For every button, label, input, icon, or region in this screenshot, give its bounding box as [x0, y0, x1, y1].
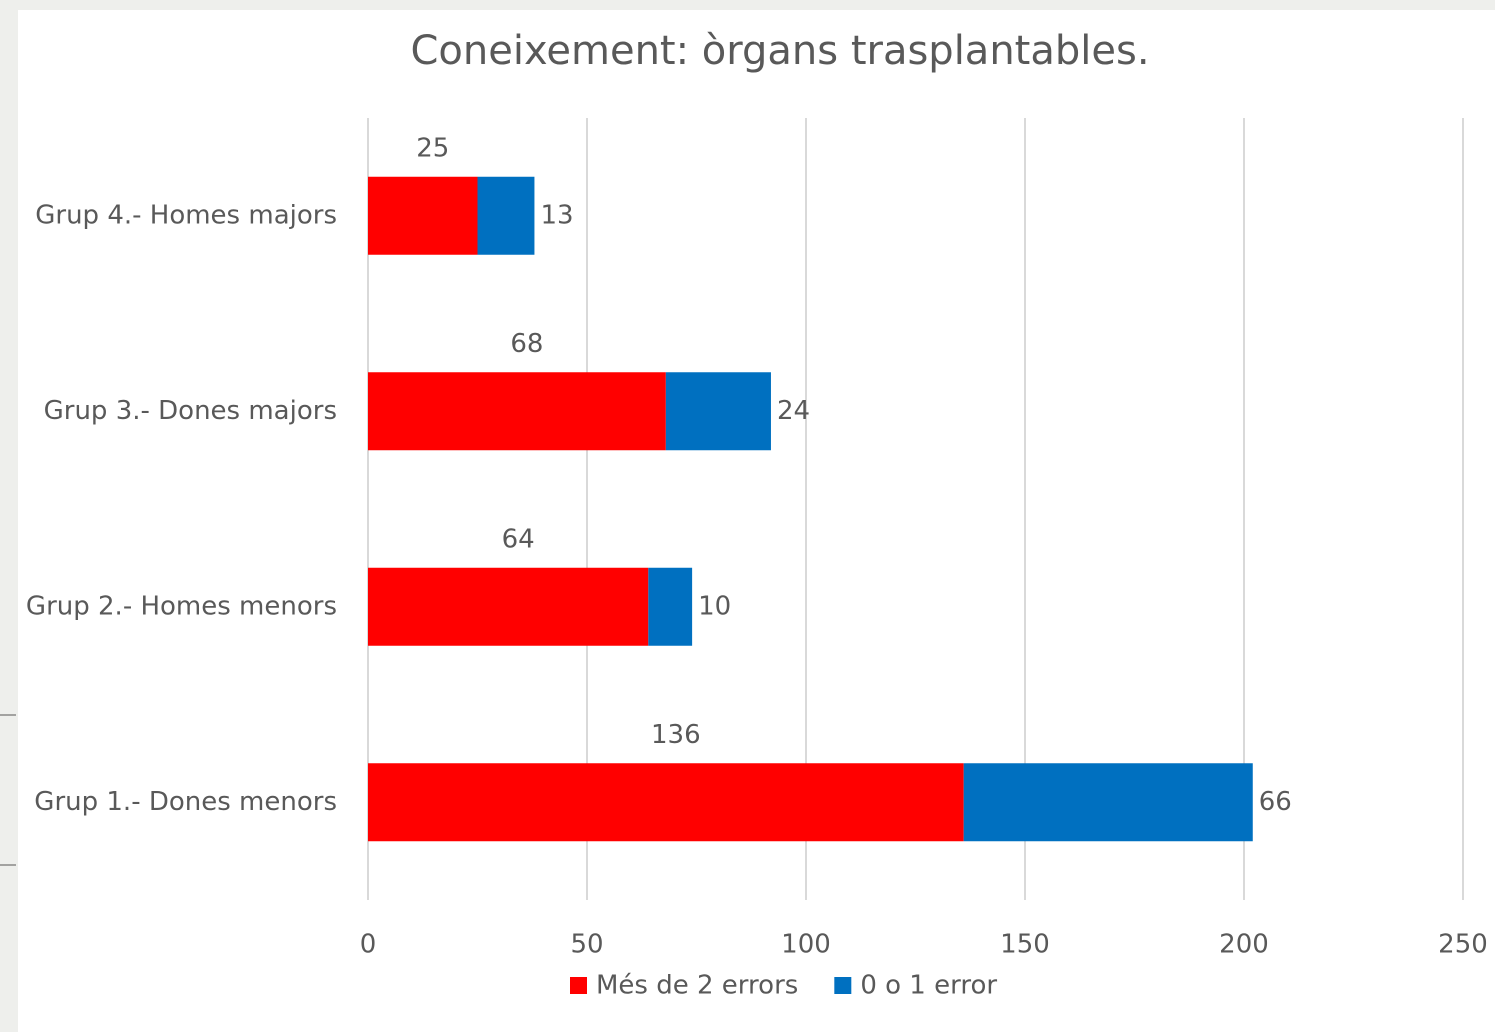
data-label: 24	[777, 396, 810, 426]
y-tick-label: Grup 4.- Homes majors	[35, 200, 337, 230]
data-label: 64	[502, 524, 535, 554]
bar-segment	[665, 372, 771, 451]
bar-segment	[368, 176, 478, 255]
x-tick-label: 50	[570, 930, 603, 960]
bar-segment	[477, 176, 535, 255]
y-tick-label: Grup 2.- Homes menors	[26, 591, 337, 621]
x-tick-label: 200	[1219, 930, 1269, 960]
data-label: 68	[510, 329, 543, 359]
legend-label: Més de 2 errors	[596, 971, 798, 1001]
y-tick-label: Grup 3.- Dones majors	[44, 396, 337, 426]
x-tick-label: 0	[360, 930, 377, 960]
x-tick-label: 150	[1000, 930, 1050, 960]
y-tick-label: Grup 1.- Dones menors	[34, 787, 337, 817]
data-label: 66	[1259, 787, 1292, 817]
chart-panel	[18, 10, 1495, 1032]
data-label: 25	[416, 133, 449, 163]
bar-segment	[648, 567, 693, 646]
x-tick-label: 250	[1438, 930, 1488, 960]
bar-segment	[368, 372, 666, 451]
bar-segment	[368, 567, 649, 646]
data-label: 13	[540, 200, 573, 230]
legend-swatch	[570, 977, 587, 994]
bar-segment	[368, 763, 964, 842]
legend-swatch	[834, 977, 852, 994]
data-label: 136	[651, 720, 701, 750]
legend-label: 0 o 1 error	[860, 971, 997, 1001]
chart-title: Coneixement: òrgans trasplantables.	[410, 28, 1149, 74]
bar-segment	[963, 763, 1253, 842]
data-label: 10	[698, 591, 731, 621]
x-tick-label: 100	[781, 930, 831, 960]
